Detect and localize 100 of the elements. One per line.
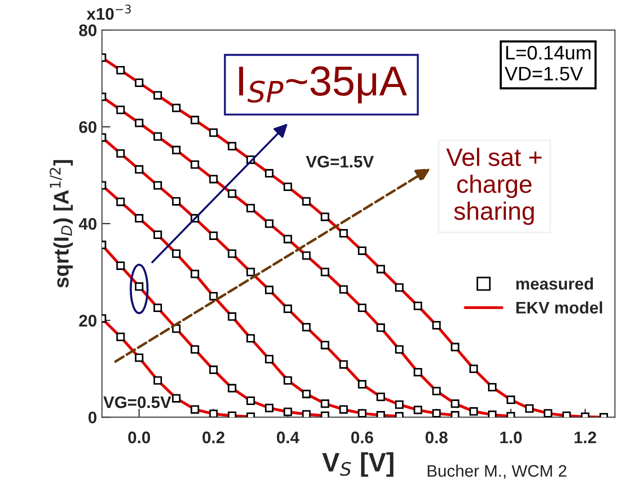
point xyxy=(134,165,144,174)
x-tick-label: 0.4 xyxy=(276,432,300,444)
point xyxy=(246,204,255,212)
point xyxy=(302,390,311,398)
point xyxy=(320,399,330,408)
y-tick-label: 0 xyxy=(88,412,96,424)
point xyxy=(209,231,218,240)
point xyxy=(376,323,385,332)
point xyxy=(116,149,125,158)
point xyxy=(209,128,218,137)
point xyxy=(190,160,200,169)
point xyxy=(246,396,255,405)
annotation: I$_{SP}$~35μA xyxy=(239,66,407,104)
point xyxy=(209,366,218,374)
point xyxy=(190,116,200,124)
point xyxy=(284,234,292,244)
point xyxy=(134,214,144,223)
text: x10$^{−3}$ xyxy=(86,4,131,20)
point xyxy=(450,342,460,352)
point xyxy=(339,229,348,238)
y-tick-label: 20 xyxy=(79,314,96,327)
y-tick-label: 40 xyxy=(78,218,96,230)
point xyxy=(228,189,236,198)
point xyxy=(506,396,516,404)
point xyxy=(432,409,441,418)
point xyxy=(488,382,496,392)
point xyxy=(209,174,218,184)
point xyxy=(395,400,404,409)
point xyxy=(172,249,181,258)
text: Bucher M., WCM 2 xyxy=(428,464,566,479)
x-tick-label: 0.8 xyxy=(426,432,448,444)
point xyxy=(190,270,200,278)
point xyxy=(284,376,292,385)
point xyxy=(116,66,125,74)
point xyxy=(302,410,311,418)
point xyxy=(395,283,404,292)
x-tick-label: 0.6 xyxy=(351,432,374,444)
point xyxy=(264,169,274,178)
point xyxy=(134,282,144,291)
point xyxy=(116,106,125,114)
y-axis-title: sqrt(I$_{D}$) [A$^{1/2}$] xyxy=(50,160,73,288)
point xyxy=(228,312,236,321)
point xyxy=(302,251,311,260)
point xyxy=(339,285,348,294)
annotation: VG=1.5V xyxy=(306,156,374,168)
point xyxy=(209,410,218,418)
point xyxy=(209,292,218,300)
point xyxy=(320,340,330,350)
point xyxy=(153,91,162,100)
point xyxy=(544,409,552,418)
point xyxy=(339,360,348,369)
point xyxy=(320,212,330,222)
x-tick-label: 1.0 xyxy=(500,432,522,444)
x-tick-label: 1.2 xyxy=(574,432,596,444)
point xyxy=(358,409,366,418)
point xyxy=(414,368,422,376)
point xyxy=(264,404,274,412)
point xyxy=(153,304,162,312)
point xyxy=(395,345,404,354)
point xyxy=(228,384,236,392)
point xyxy=(284,304,292,314)
point xyxy=(153,230,162,239)
point xyxy=(488,410,496,418)
point xyxy=(264,219,274,228)
y-tick-label: 60 xyxy=(79,121,96,134)
point xyxy=(264,354,274,364)
point xyxy=(450,399,460,408)
point xyxy=(469,364,478,374)
point xyxy=(153,132,162,141)
point xyxy=(172,197,181,206)
x-axis-title: V$_{S}$ [V] xyxy=(322,452,394,477)
point xyxy=(246,268,255,276)
point xyxy=(190,345,200,354)
point xyxy=(339,405,348,414)
x-tick-label: 0.2 xyxy=(202,432,224,444)
point xyxy=(228,249,236,258)
point xyxy=(116,261,125,270)
point xyxy=(469,407,478,416)
point xyxy=(134,353,144,362)
point xyxy=(414,302,422,310)
point xyxy=(432,386,441,396)
point xyxy=(172,104,181,112)
point xyxy=(450,411,460,418)
point xyxy=(172,146,181,154)
point xyxy=(525,404,534,413)
point xyxy=(284,408,292,416)
annotation: L=0.14um VD=1.5V xyxy=(504,46,590,81)
legend-label: measured xyxy=(516,277,593,290)
point xyxy=(264,286,274,294)
point xyxy=(246,334,255,343)
point xyxy=(376,411,385,418)
point xyxy=(358,246,366,255)
annotation: VG=0.5V xyxy=(103,396,172,408)
point xyxy=(116,198,125,206)
point xyxy=(134,118,144,128)
legend-label: EKV model xyxy=(516,301,602,314)
point xyxy=(358,304,366,312)
point xyxy=(116,332,125,342)
point xyxy=(228,142,236,150)
annotation: Vel sat + charge sharing xyxy=(446,148,542,225)
